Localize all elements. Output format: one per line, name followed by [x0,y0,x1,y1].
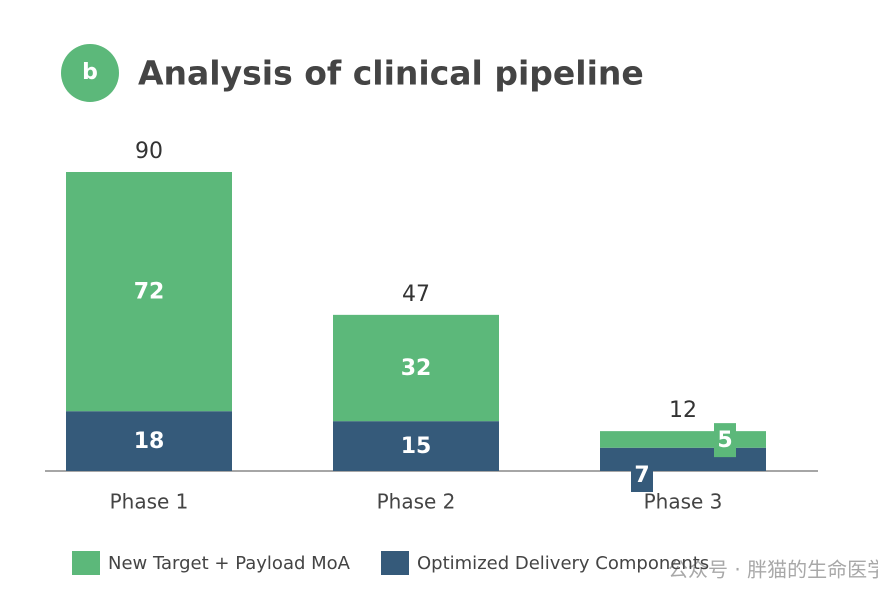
value-label-box [631,458,653,492]
total-label: 90 [135,139,163,164]
bar-segment [66,172,232,412]
badge-letter: b [82,60,98,85]
watermark: 公众号 · 胖猫的生命医学札记 [668,558,878,582]
value-label: 15 [401,434,432,459]
legend-label: Optimized Delivery Components [417,553,709,574]
bar-segment [600,431,766,448]
legend-swatch [72,551,100,575]
x-tick-label: Phase 2 [377,490,456,514]
bar-segment [333,421,499,471]
chart-title: Analysis of clinical pipeline [138,54,644,93]
value-label: 72 [134,280,165,305]
bar-segment [600,447,766,471]
total-label: 47 [402,282,430,307]
legend-swatch [381,551,409,575]
x-tick-label: Phase 1 [110,490,189,514]
bar-segment [333,314,499,422]
legend-label: New Target + Payload MoA [108,553,351,574]
value-label: 32 [401,356,432,381]
value-label: 5 [717,428,732,453]
value-label-box [714,423,736,458]
total-label: 12 [669,398,697,423]
bar-segment [66,411,232,471]
value-label: 7 [634,463,649,488]
x-tick-label: Phase 3 [644,490,723,514]
badge-circle [61,44,119,102]
value-label: 18 [134,429,165,454]
